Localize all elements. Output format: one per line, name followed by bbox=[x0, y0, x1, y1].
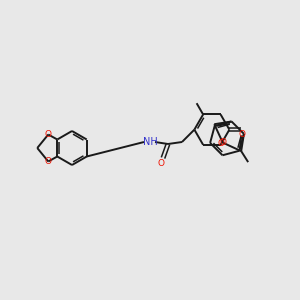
Text: O: O bbox=[219, 138, 226, 147]
Text: O: O bbox=[239, 130, 246, 139]
Text: O: O bbox=[45, 130, 52, 139]
Text: NH: NH bbox=[142, 137, 158, 147]
Text: O: O bbox=[158, 158, 164, 167]
Text: O: O bbox=[45, 157, 52, 166]
Text: O: O bbox=[217, 139, 224, 148]
